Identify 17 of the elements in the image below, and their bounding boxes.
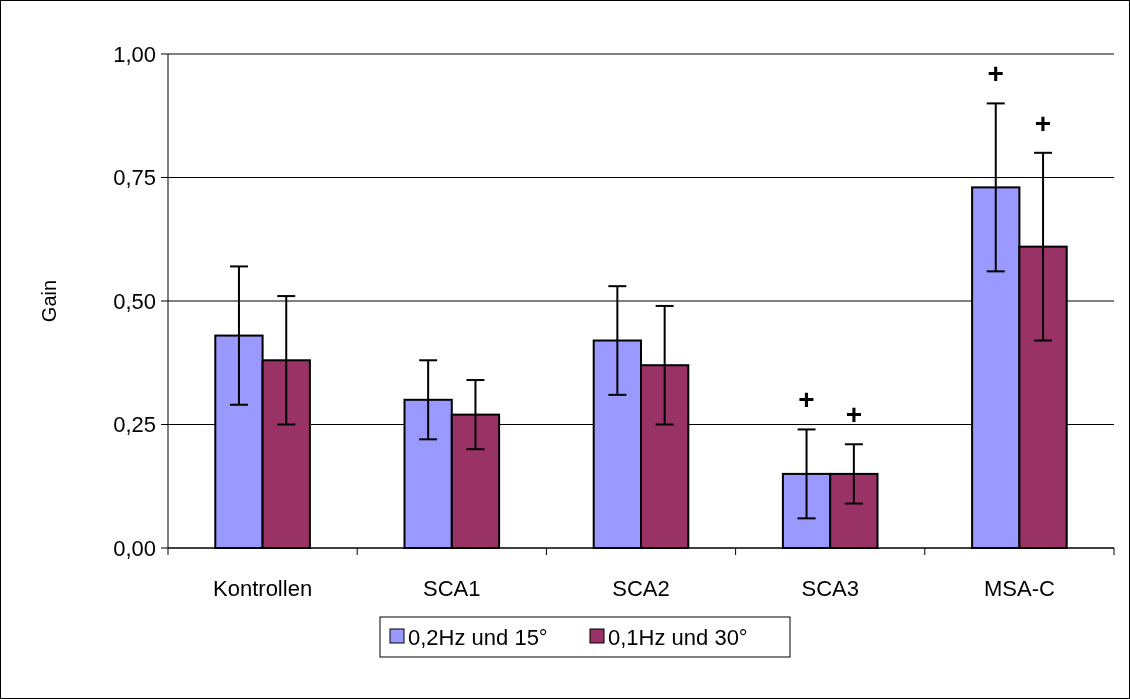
x-tick-label: SCA1: [423, 576, 481, 601]
x-tick-label: MSA-C: [983, 576, 1055, 601]
annotation: +: [845, 399, 863, 431]
y-tick-label: 0,75: [113, 165, 156, 191]
annotation: +: [987, 58, 1004, 90]
x-tick-label: Kontrollen: [213, 576, 313, 601]
legend-label: 0,1Hz und 30°: [608, 624, 748, 650]
y-tick-label: 1,00: [113, 41, 156, 67]
x-tick-label: SCA3: [801, 576, 859, 601]
annotation: +: [798, 384, 815, 416]
y-tick-label: 0,00: [113, 535, 156, 561]
x-tick-label: SCA2: [612, 576, 670, 601]
legend-label: 0,2Hz und 15°: [408, 624, 548, 650]
annotation: +: [1034, 107, 1052, 139]
y-axis-title: Gain: [38, 279, 60, 323]
y-tick-label: 0,50: [113, 288, 156, 314]
y-tick-label: 0,25: [113, 412, 156, 438]
